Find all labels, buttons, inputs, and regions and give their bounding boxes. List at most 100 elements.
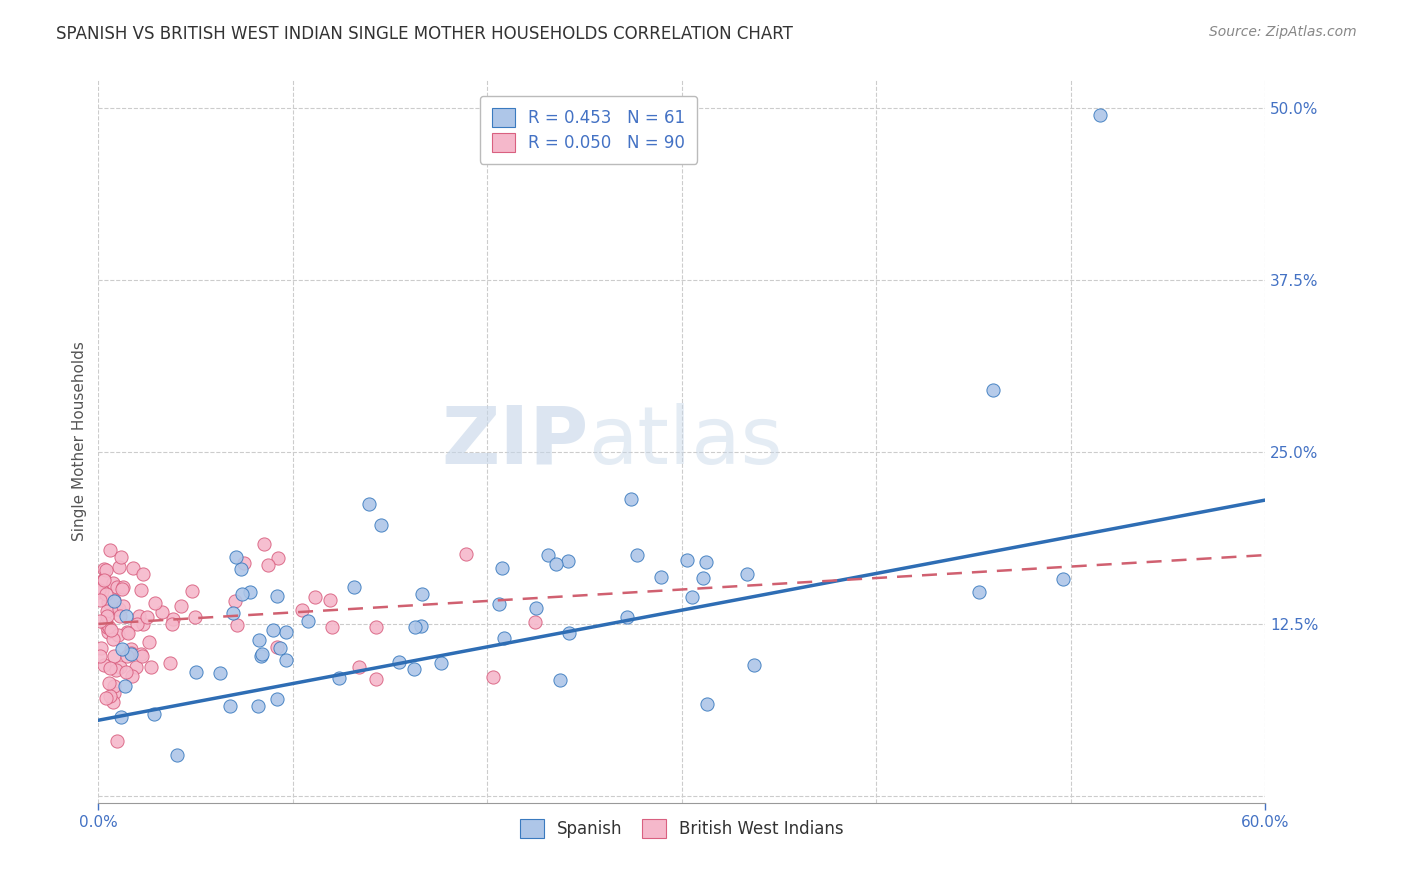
Point [366,620,388,634]
Point [138,635,160,649]
Point [524,601,547,615]
Point [108,602,131,616]
Legend: Spanish, British West Indians: Spanish, British West Indians [513,813,851,845]
Point [111,582,134,597]
Point [120,642,142,657]
Point [247,698,270,713]
Point [482,670,505,684]
Point [626,548,648,562]
Point [266,692,288,706]
Point [681,590,703,604]
Text: atlas: atlas [589,402,783,481]
Point [103,679,125,693]
Point [128,608,150,623]
Point [117,624,139,639]
Point [304,590,326,604]
Point [225,550,247,565]
Point [1088,108,1111,122]
Point [100,542,122,557]
Point [170,599,193,614]
Point [117,649,139,664]
Point [105,580,128,594]
Point [297,615,319,629]
Point [97,625,120,640]
Point [166,747,188,762]
Point [93,657,115,672]
Point [112,580,135,594]
Point [266,640,288,654]
Point [181,583,204,598]
Point [349,659,371,673]
Point [209,665,232,680]
Point [101,632,124,647]
Point [523,615,546,630]
Point [456,547,478,561]
Point [96,563,118,577]
Point [675,552,697,566]
Point [135,610,157,624]
Point [143,596,166,610]
Point [409,619,432,633]
Text: ZIP: ZIP [441,402,589,481]
Point [328,672,350,686]
Point [90,584,112,599]
Point [269,641,291,656]
Point [110,660,132,674]
Point [1052,572,1074,586]
Point [388,655,411,669]
Point [321,620,343,634]
Point [256,558,278,573]
Point [253,537,276,551]
Point [93,572,115,586]
Point [97,595,120,609]
Point [616,609,638,624]
Point [650,570,672,584]
Point [101,576,124,591]
Point [492,631,515,645]
Point [262,624,284,638]
Point [695,555,717,569]
Point [98,661,121,675]
Point [89,648,111,663]
Point [104,663,127,677]
Point [98,689,121,703]
Point [267,550,290,565]
Point [132,566,155,581]
Text: SPANISH VS BRITISH WEST INDIAN SINGLE MOTHER HOUSEHOLDS CORRELATION CHART: SPANISH VS BRITISH WEST INDIAN SINGLE MO… [56,25,793,43]
Point [370,517,392,532]
Point [120,646,142,660]
Point [250,648,273,663]
Point [103,594,125,608]
Point [184,609,207,624]
Point [143,707,166,722]
Point [139,660,162,674]
Point [121,561,143,575]
Point [104,602,127,616]
Point [96,609,118,624]
Point [110,550,132,565]
Point [159,656,181,670]
Point [430,656,453,670]
Point [967,585,990,599]
Point [696,697,718,711]
Point [107,628,129,642]
Point [186,665,208,680]
Point [93,562,115,576]
Point [250,647,273,661]
Point [125,659,148,673]
Point [162,611,184,625]
Point [120,647,142,661]
Point [735,566,758,581]
Point [94,690,117,705]
Point [96,619,118,633]
Point [103,685,125,699]
Point [558,625,581,640]
Point [103,648,125,663]
Point [742,658,765,673]
Point [411,587,433,601]
Point [226,618,249,632]
Point [343,580,366,594]
Point [692,571,714,585]
Point [115,609,138,624]
Point [239,584,262,599]
